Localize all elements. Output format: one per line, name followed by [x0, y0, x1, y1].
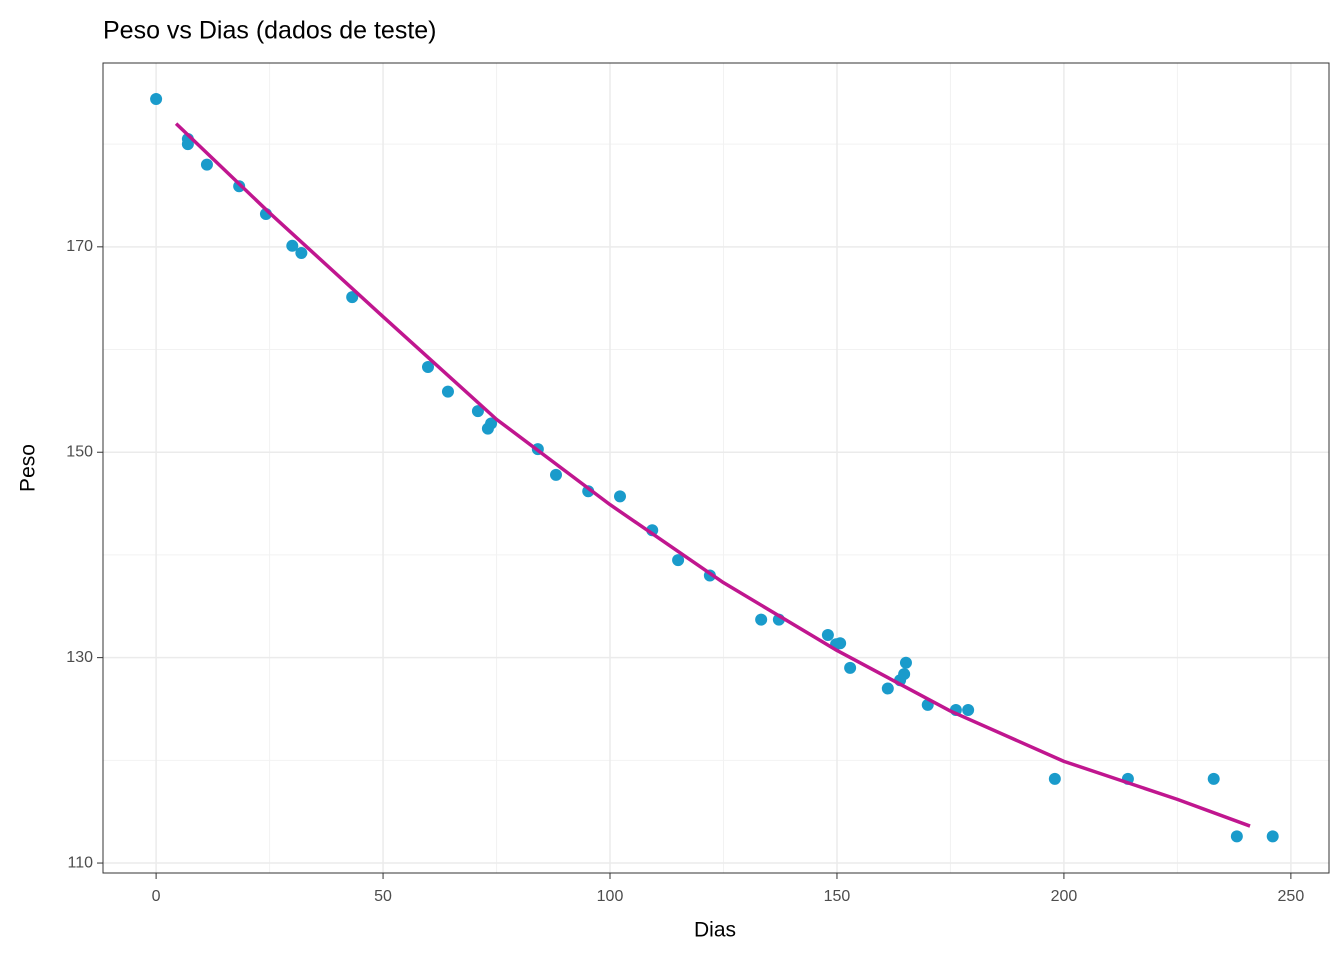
point	[471, 405, 484, 418]
point	[421, 360, 434, 373]
y-tick-label: 170	[66, 238, 93, 255]
point	[346, 291, 359, 304]
point	[549, 468, 562, 481]
point	[898, 668, 911, 681]
fit-line	[174, 122, 1251, 828]
y-tick-label: 150	[66, 443, 93, 460]
point	[181, 138, 194, 151]
x-axis-title: Dias	[694, 919, 736, 942]
x-tick-label: 200	[1051, 888, 1078, 905]
point	[613, 490, 626, 503]
point	[150, 92, 163, 105]
point	[200, 158, 213, 171]
point	[1266, 830, 1279, 843]
x-tick-label: 250	[1278, 888, 1305, 905]
point	[1207, 772, 1220, 785]
point	[582, 485, 595, 498]
point	[1230, 830, 1243, 843]
panel-border	[102, 62, 1330, 874]
point	[1048, 772, 1061, 785]
point	[295, 246, 308, 259]
point	[962, 704, 975, 717]
x-tick-label: 0	[152, 888, 161, 905]
point	[834, 637, 847, 650]
point	[821, 629, 834, 642]
point	[881, 682, 894, 695]
x-tick-label: 150	[824, 888, 851, 905]
x-tick-label: 50	[374, 888, 392, 905]
y-tick-label: 110	[67, 854, 93, 871]
point	[672, 554, 685, 567]
chart-title: Peso vs Dias (dados de teste)	[103, 17, 437, 45]
point	[441, 385, 454, 398]
x-tick-label: 100	[597, 888, 624, 905]
point	[755, 613, 768, 626]
point	[485, 417, 498, 430]
y-axis-title: Peso	[17, 444, 40, 492]
point	[286, 239, 299, 252]
point	[844, 661, 857, 674]
y-tick-label: 130	[66, 649, 93, 666]
point	[899, 656, 912, 669]
